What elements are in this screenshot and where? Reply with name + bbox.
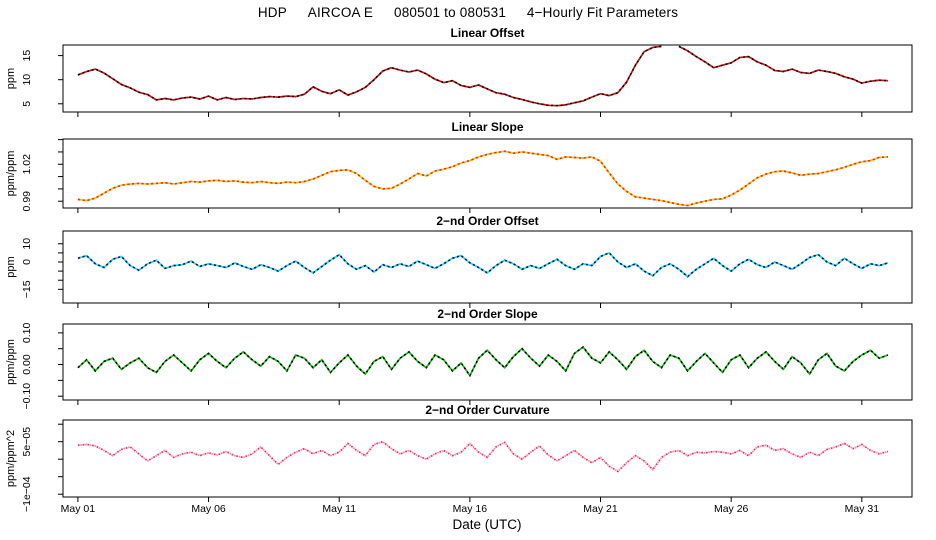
x-tick-label: May 31 <box>845 503 880 515</box>
trace <box>77 251 889 278</box>
trace <box>77 150 889 207</box>
figure-title: HDP AIRCOA E 080501 to 080531 4−Hourly F… <box>258 5 678 20</box>
y-tick-label: 0.99 <box>21 191 33 212</box>
y-tick-label: 5 <box>21 101 33 107</box>
panel-box <box>62 323 913 401</box>
panel-title: 2−nd Order Curvature <box>425 403 550 417</box>
trace-underlay <box>77 440 889 473</box>
y-tick-label: 5e−05 <box>21 427 33 457</box>
y-axis-label: ppm/ppm^2 <box>5 430 17 487</box>
panel-box <box>62 419 913 498</box>
y-tick-label: −1e−04 <box>21 476 33 512</box>
y-axis-label: ppm <box>5 68 17 89</box>
panel-1: Linear Offset 5 10 15 ppm <box>5 26 913 117</box>
y-tick-label: −15 <box>21 280 33 298</box>
trace <box>77 345 889 378</box>
x-tick-label: May 01 <box>61 503 96 515</box>
x-tick-label: May 16 <box>453 503 488 515</box>
y-tick-label: 10 <box>21 74 33 86</box>
y-tick-label: 10 <box>21 238 33 250</box>
panel-box <box>62 230 913 304</box>
panel-title: 2−nd Order Offset <box>436 214 538 228</box>
x-tick-label: May 26 <box>714 503 749 515</box>
y-tick-label: −0.10 <box>21 383 33 410</box>
trace <box>77 440 889 473</box>
trace <box>77 45 889 107</box>
panel-2: Linear Slope 0.99 1.02 ppm/ppm <box>5 120 913 213</box>
panel-title: Linear Slope <box>451 120 523 134</box>
y-tick-label: 0.10 <box>21 322 33 343</box>
x-tick-label: May 06 <box>191 503 226 515</box>
x-axis-title: Date (UTC) <box>452 517 521 532</box>
trace-underlay <box>77 345 889 378</box>
panel-box <box>62 44 913 113</box>
y-tick-label: 0 <box>21 259 33 265</box>
panel-box <box>62 138 913 209</box>
y-tick-label: 1.02 <box>21 154 33 175</box>
y-tick-label: 0.00 <box>21 354 33 375</box>
y-axis-label: ppm/ppm <box>5 151 17 197</box>
panel-5: 2−nd Order Curvature −1e−04 5e−05 ppm/ppm^2 <box>5 403 913 512</box>
x-tick-label: May 21 <box>583 503 618 515</box>
panel-3: 2−nd Order Offset −15 0 10 ppm <box>5 214 913 308</box>
panel-4: 2−nd Order Slope −0.10 0.00 0.10 ppm/ppm <box>5 307 913 410</box>
trace-underlay <box>77 150 889 207</box>
panels-group: Linear Offset 5 10 15 ppm Linear Slope 0.99 1.0… <box>5 26 913 515</box>
y-tick-label: 15 <box>21 50 33 62</box>
panel-title: 2−nd Order Slope <box>437 307 538 321</box>
panel-title: Linear Offset <box>450 26 524 40</box>
y-axis-label: ppm <box>5 256 17 277</box>
trace-underlay <box>77 251 889 278</box>
x-tick-label: May 11 <box>322 503 356 515</box>
y-axis-label: ppm/ppm <box>5 339 17 385</box>
trace-underlay <box>77 45 889 107</box>
